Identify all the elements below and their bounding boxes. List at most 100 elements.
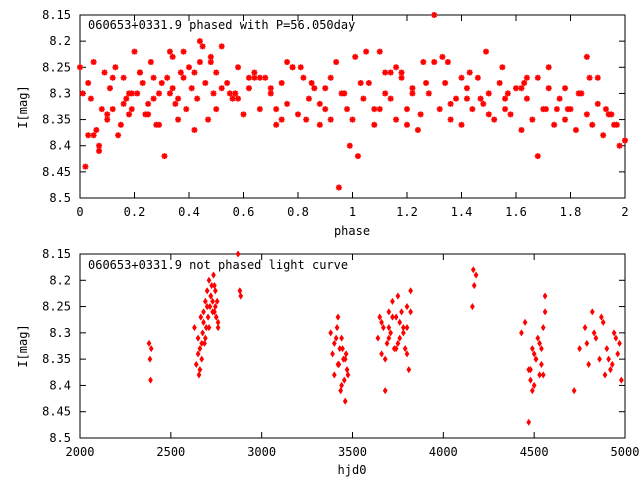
data-point — [251, 69, 258, 76]
data-point — [197, 345, 203, 353]
data-point — [161, 153, 168, 160]
x-tick-label: 1.4 — [451, 205, 473, 219]
data-point — [235, 64, 242, 71]
data-point — [599, 313, 604, 321]
data-point — [540, 371, 546, 379]
data-point — [404, 324, 410, 332]
data-point — [335, 313, 341, 321]
data-point — [342, 355, 348, 363]
data-point — [470, 266, 476, 274]
data-point — [267, 90, 274, 97]
data-point — [214, 297, 220, 305]
data-point — [439, 53, 446, 60]
data-point — [404, 303, 410, 311]
data-point — [425, 90, 432, 97]
data-point — [485, 90, 492, 97]
data-point — [115, 132, 122, 139]
data-point — [112, 64, 119, 71]
data-point — [384, 339, 390, 347]
data-point — [523, 74, 530, 81]
x-tick-label: 1 — [349, 205, 356, 219]
data-point — [213, 106, 220, 113]
data-point — [382, 90, 389, 97]
y-tick-label: 8.3 — [49, 326, 71, 340]
x-tick-label: 3000 — [247, 445, 276, 459]
data-point — [519, 329, 524, 337]
y-tick-label: 8.2 — [49, 273, 71, 287]
data-point — [594, 74, 601, 81]
data-point — [613, 334, 619, 342]
plot-frame — [79, 253, 626, 439]
data-point — [201, 308, 206, 316]
data-point — [192, 324, 197, 332]
data-point — [545, 85, 552, 92]
data-point — [238, 292, 244, 300]
data-point — [273, 121, 280, 128]
data-point — [409, 85, 416, 92]
data-point — [195, 350, 201, 358]
data-point — [303, 116, 310, 123]
data-point — [357, 79, 364, 86]
data-point — [195, 334, 201, 342]
x-tick-label: 1.2 — [396, 205, 418, 219]
data-point — [466, 69, 473, 76]
data-point — [534, 74, 541, 81]
data-point — [191, 127, 198, 134]
data-point — [583, 53, 590, 60]
data-point — [156, 121, 163, 128]
data-point — [104, 111, 111, 118]
data-point — [533, 355, 539, 363]
data-point — [390, 313, 395, 321]
data-point — [542, 308, 548, 316]
data-point — [224, 79, 231, 86]
data-point — [540, 324, 546, 332]
data-point — [207, 53, 214, 60]
data-point — [316, 121, 323, 128]
data-point — [196, 59, 203, 66]
data-point — [586, 360, 592, 368]
x-axis-ticks: 0 0.2 0.4 0.6 0.8 1 1.2 1.4 1.6 1.8 2 — [76, 15, 629, 219]
data-point — [136, 69, 143, 76]
data-point — [406, 366, 412, 374]
data-point — [82, 163, 89, 170]
data-point — [339, 334, 344, 342]
data-point — [215, 324, 221, 332]
data-point — [85, 132, 92, 139]
data-point — [483, 48, 490, 55]
data-point — [109, 74, 116, 81]
data-point — [365, 79, 372, 86]
data-point — [338, 387, 344, 395]
data-point — [109, 106, 116, 113]
x-tick-label: 4500 — [520, 445, 549, 459]
data-point — [164, 74, 171, 81]
data-point — [205, 116, 212, 123]
data-point — [387, 95, 394, 102]
data-point — [120, 74, 127, 81]
data-point — [463, 95, 470, 102]
y-tick-label: 8.45 — [42, 405, 71, 419]
data-point — [150, 95, 157, 102]
data-point — [473, 271, 479, 279]
data-point — [564, 106, 571, 113]
data-point — [395, 292, 401, 300]
data-point — [145, 100, 152, 107]
data-point — [539, 360, 544, 368]
data-point — [518, 127, 525, 134]
data-point — [336, 360, 342, 368]
y-tick-label: 8.25 — [42, 300, 71, 314]
x-tick-label: 4000 — [429, 445, 458, 459]
data-point — [447, 116, 454, 123]
data-point — [376, 106, 383, 113]
data-point — [341, 376, 347, 384]
data-point — [379, 350, 384, 358]
data-point — [571, 387, 577, 395]
y-tick-label: 8.25 — [42, 60, 71, 74]
data-point — [344, 106, 351, 113]
data-point — [180, 74, 187, 81]
data-point — [204, 287, 210, 295]
data-point — [431, 12, 438, 18]
data-point — [194, 95, 201, 102]
data-point — [537, 371, 542, 379]
data-point — [523, 95, 530, 102]
x-axis-label: hjd0 — [338, 463, 367, 477]
